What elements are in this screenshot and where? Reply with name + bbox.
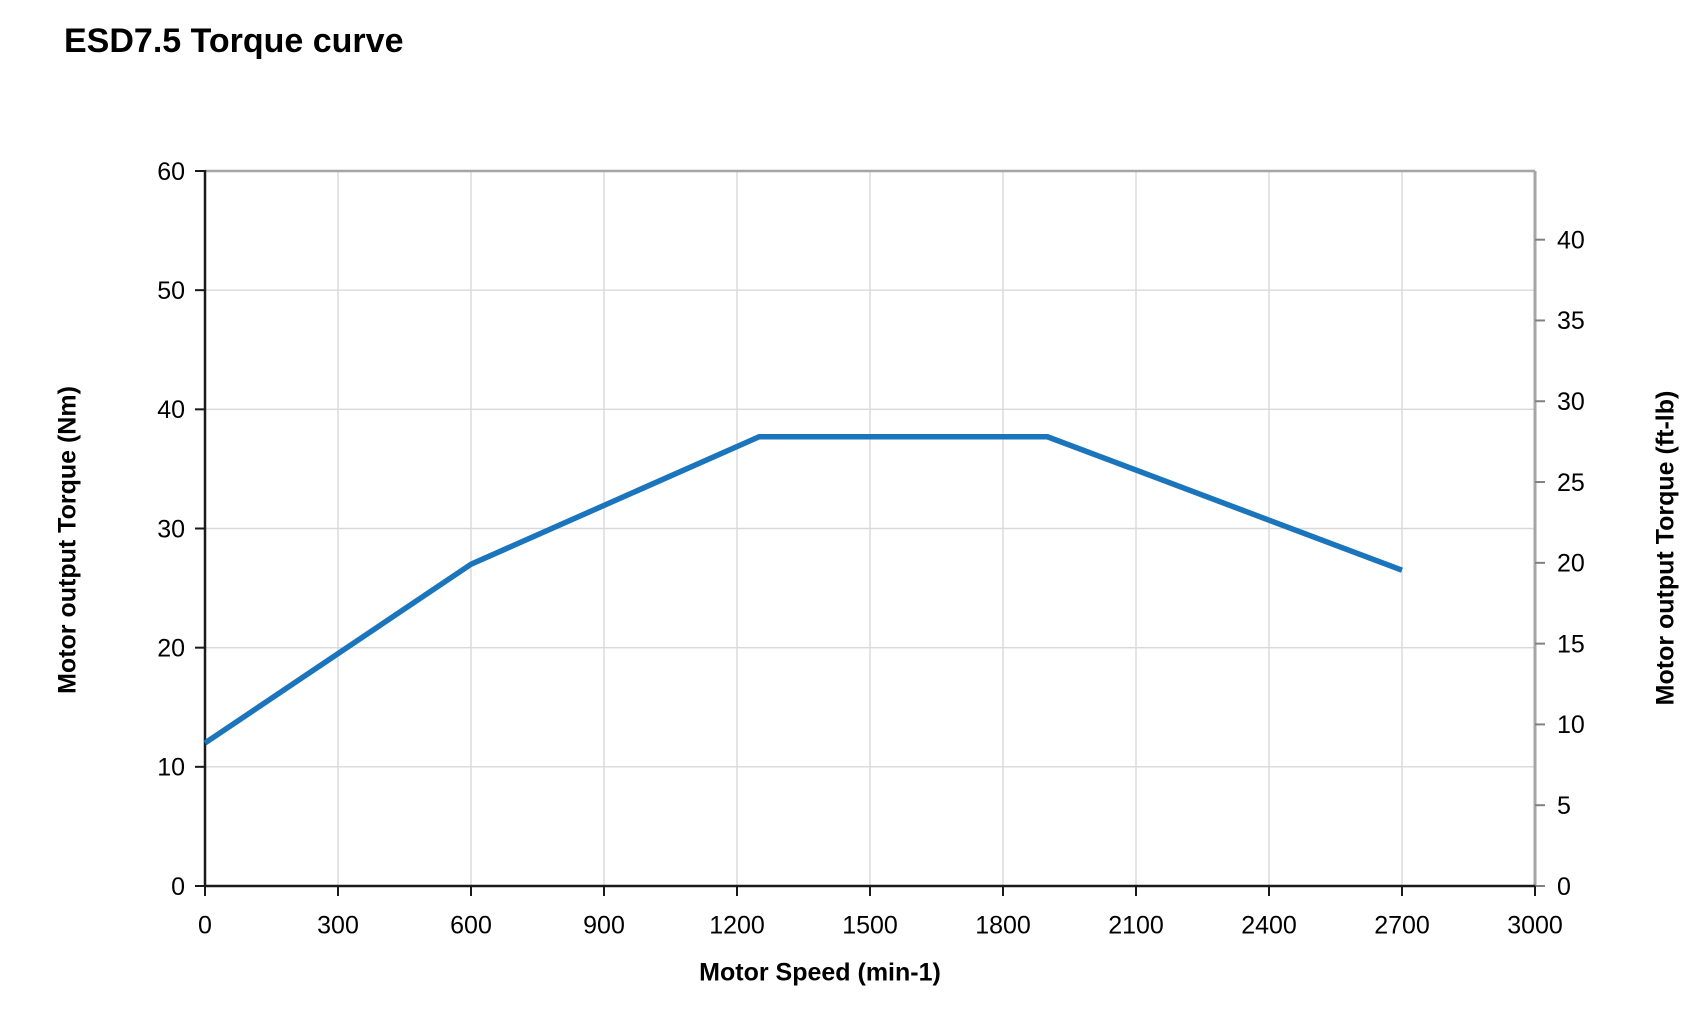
y-left-tick-label: 10 (157, 754, 185, 782)
y-right-tick-label: 20 (1557, 550, 1585, 578)
y-right-tick-label: 35 (1557, 307, 1585, 335)
x-tick-label: 2400 (1241, 912, 1297, 940)
x-tick-label: 300 (317, 912, 359, 940)
x-tick-label: 2700 (1374, 912, 1430, 940)
y-right-tick-label: 15 (1557, 630, 1585, 658)
y-left-tick-label: 30 (157, 515, 185, 543)
x-tick-label: 1500 (842, 912, 898, 940)
y-left-tick-label: 20 (157, 634, 185, 662)
x-tick-label: 900 (583, 912, 625, 940)
x-tick-label: 0 (198, 912, 212, 940)
x-axis-title: Motor Speed (min-1) (699, 958, 941, 987)
y-left-tick-label: 0 (171, 873, 185, 901)
x-tick-label: 3000 (1507, 912, 1563, 940)
y-right-tick-label: 40 (1557, 226, 1585, 254)
torque-curve-line (203, 433, 1403, 746)
y-left-tick-label: 40 (157, 396, 185, 424)
x-tick-label: 600 (450, 912, 492, 940)
y-right-tick-label: 0 (1557, 873, 1571, 901)
y-right-tick-label: 25 (1557, 469, 1585, 497)
chart-title: ESD7.5 Torque curve (64, 22, 404, 60)
y-right-tick-label: 10 (1557, 711, 1585, 739)
x-tick-label: 1800 (975, 912, 1031, 940)
y-left-tick-label: 50 (157, 277, 185, 305)
x-tick-label: 1200 (709, 912, 765, 940)
y-right-tick-label: 5 (1557, 792, 1571, 820)
y-left-tick-label: 60 (157, 158, 185, 186)
y-right-tick-label: 30 (1557, 388, 1585, 416)
x-tick-label: 2100 (1108, 912, 1164, 940)
